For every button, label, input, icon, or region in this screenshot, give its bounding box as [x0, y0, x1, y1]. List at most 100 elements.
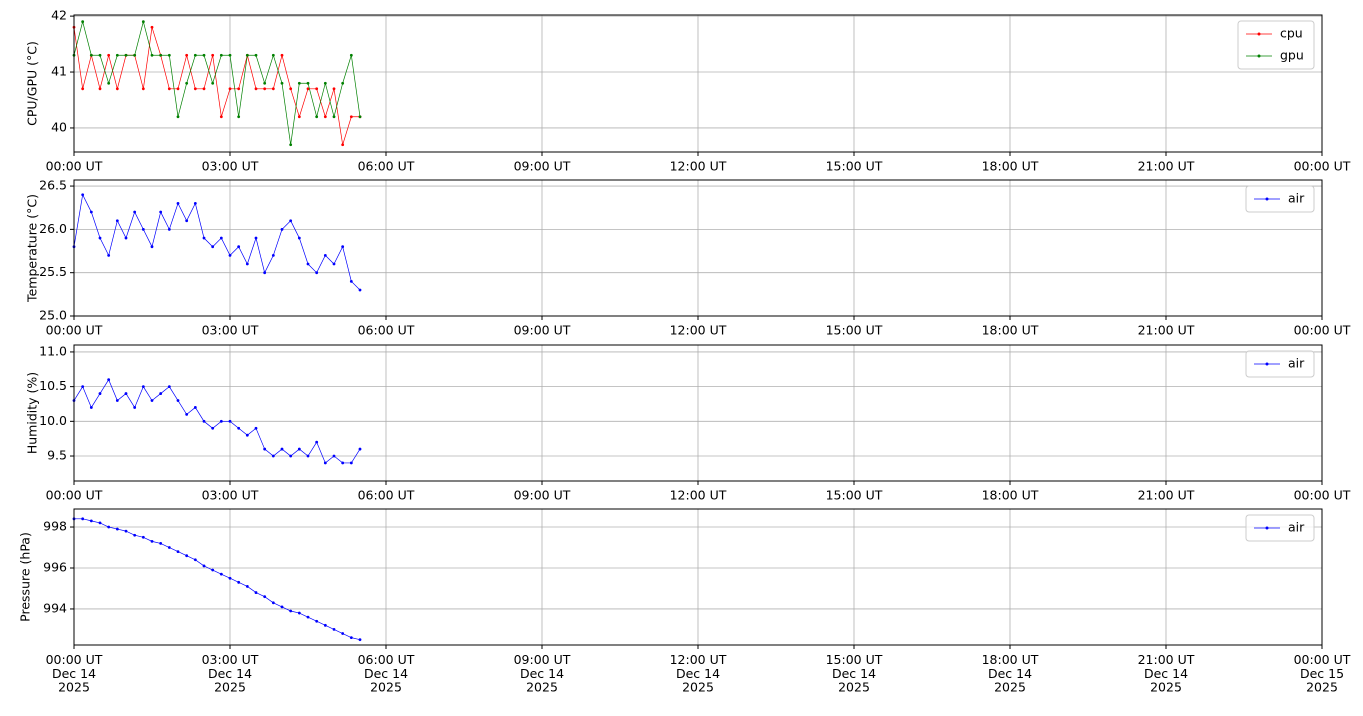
x-tick-label: 12:00 UT Dec 14 2025	[670, 652, 727, 695]
data-point	[237, 580, 241, 584]
data-point	[211, 53, 215, 57]
data-point	[124, 392, 128, 395]
data-point	[202, 53, 206, 57]
data-point	[185, 53, 189, 57]
data-point	[323, 623, 327, 627]
data-point	[280, 53, 284, 57]
data-point	[124, 529, 128, 533]
y-axis-label: Pressure (hPa)	[18, 532, 33, 622]
data-point	[115, 53, 119, 57]
data-point	[202, 419, 206, 423]
data-point	[167, 87, 171, 91]
data-point	[349, 636, 353, 640]
legend-label: air	[1288, 191, 1305, 206]
data-point	[159, 542, 163, 545]
data-point	[332, 87, 336, 91]
data-point	[211, 426, 215, 430]
data-point	[332, 628, 336, 631]
data-point	[185, 412, 189, 416]
legend-marker	[1257, 32, 1261, 36]
data-point	[185, 554, 189, 558]
legend-label: air	[1288, 520, 1305, 535]
data-point	[219, 572, 223, 576]
x-tick-label: 15:00 UT	[826, 323, 883, 338]
data-point	[349, 279, 353, 283]
x-tick-label: 12:00 UT	[670, 159, 727, 174]
x-tick-label: 06:00 UT Dec 14 2025	[358, 652, 415, 695]
data-point	[341, 143, 345, 147]
x-tick-label: 09:00 UT	[514, 488, 571, 503]
y-tick-label: 10.0	[39, 413, 67, 428]
y-axis-label: Temperature (°C)	[25, 194, 40, 303]
data-point	[271, 601, 275, 605]
data-point	[263, 271, 267, 275]
y-tick-label: 11.0	[39, 343, 67, 358]
data-point	[167, 227, 171, 231]
data-point	[332, 454, 336, 458]
data-point	[289, 219, 293, 223]
data-point	[167, 546, 171, 549]
x-tick-label: 00:00 UT	[1294, 488, 1351, 503]
data-point	[245, 53, 249, 57]
data-point	[289, 143, 293, 147]
x-tick-label: 00:00 UT	[1294, 323, 1351, 338]
data-point	[176, 399, 180, 402]
data-point	[133, 533, 137, 537]
x-tick-label: 06:00 UT	[358, 159, 415, 174]
data-point	[159, 210, 163, 214]
data-point	[193, 406, 197, 409]
data-point	[115, 87, 119, 91]
data-point	[263, 447, 267, 451]
data-point	[141, 535, 145, 539]
series-line	[73, 193, 361, 291]
data-point	[176, 115, 180, 119]
data-point	[254, 53, 258, 57]
x-tick-label: 21:00 UT	[1138, 488, 1195, 503]
data-point	[107, 53, 111, 57]
x-tick-label: 15:00 UT	[826, 159, 883, 174]
x-tick-label: 06:00 UT	[358, 488, 415, 503]
data-point	[115, 527, 119, 531]
data-point	[150, 53, 154, 57]
data-point	[245, 433, 249, 437]
axes-frame	[73, 508, 1323, 646]
data-point	[245, 585, 249, 588]
data-point	[133, 406, 137, 409]
data-point	[228, 253, 232, 257]
data-point	[297, 115, 301, 119]
y-tick-label: 10.5	[39, 378, 67, 393]
x-tick-label: 18:00 UT Dec 14 2025	[982, 652, 1039, 695]
data-point	[89, 53, 93, 57]
data-point	[289, 454, 293, 458]
data-point	[98, 521, 102, 525]
data-point	[349, 461, 353, 465]
x-tick-label: 18:00 UT	[982, 323, 1039, 338]
data-point	[202, 236, 206, 240]
data-point	[167, 53, 171, 57]
data-point	[315, 115, 319, 119]
data-point	[349, 115, 353, 119]
data-point	[150, 245, 154, 249]
data-point	[254, 591, 258, 594]
y-tick-label: 994	[43, 600, 67, 615]
data-point	[211, 245, 215, 249]
x-tick-label: 00:00 UT Dec 15 2025	[1294, 652, 1351, 695]
data-point	[219, 236, 223, 240]
data-point	[358, 638, 362, 642]
y-tick-label: 996	[43, 559, 67, 574]
data-point	[176, 87, 180, 91]
axes-frame	[73, 14, 1323, 153]
data-point	[81, 87, 85, 91]
data-point	[358, 115, 362, 119]
data-point	[159, 53, 163, 57]
y-tick-label: 40	[51, 119, 67, 134]
data-point	[141, 385, 145, 389]
x-tick-label: 03:00 UT Dec 14 2025	[202, 652, 259, 695]
data-point	[219, 53, 223, 57]
data-point	[115, 219, 119, 223]
data-point	[271, 53, 275, 57]
data-point	[219, 419, 223, 423]
legend-box	[1237, 20, 1315, 70]
